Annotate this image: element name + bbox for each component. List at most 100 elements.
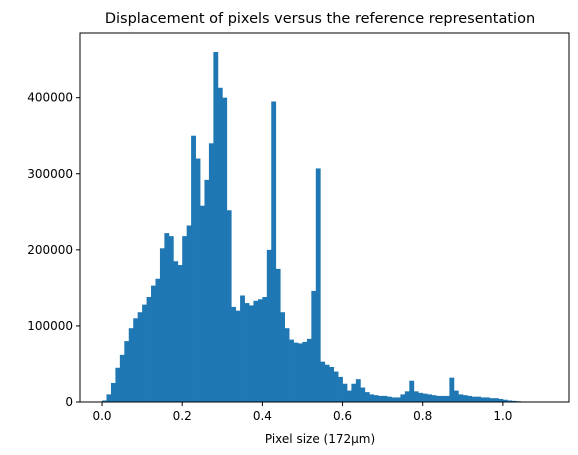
x-tick-label: 0.4 xyxy=(253,409,272,423)
histogram-bar xyxy=(168,236,174,402)
histogram-bar xyxy=(222,97,228,402)
histogram-bar xyxy=(204,179,210,402)
histogram-bar xyxy=(418,392,424,402)
histogram-bar xyxy=(493,398,499,402)
histogram-bar xyxy=(351,383,357,402)
histogram-bar xyxy=(373,395,379,402)
histogram-bar xyxy=(306,338,312,402)
histogram-bar xyxy=(458,394,464,402)
histogram-bar xyxy=(275,268,281,402)
histogram-bar xyxy=(151,285,156,402)
histogram-bar xyxy=(128,328,134,402)
histogram-bar xyxy=(280,312,286,402)
histogram-bar xyxy=(164,233,170,402)
histogram-bar xyxy=(409,380,415,402)
histogram-bar xyxy=(324,364,330,402)
histogram-bar xyxy=(498,398,504,402)
histogram-bar xyxy=(364,392,370,402)
histogram-bar xyxy=(186,225,192,402)
y-tick-label: 0 xyxy=(65,395,73,409)
histogram-bar xyxy=(110,382,116,402)
histogram-bar xyxy=(119,354,125,402)
histogram-bar xyxy=(311,290,317,402)
x-tick-label: 0.8 xyxy=(413,409,432,423)
x-tick-label: 1.0 xyxy=(493,409,512,423)
y-tick-label: 200000 xyxy=(27,243,73,257)
histogram-bar xyxy=(333,371,339,402)
histogram-bar xyxy=(146,297,152,402)
histogram-bar xyxy=(427,394,432,402)
x-tick-label: 0.2 xyxy=(173,409,192,423)
histogram-bar xyxy=(471,396,477,402)
histogram-bar xyxy=(387,396,392,402)
histogram-bar xyxy=(302,341,308,402)
histogram-bar xyxy=(378,395,383,402)
y-tick-label: 100000 xyxy=(27,319,73,333)
histogram-bar xyxy=(360,387,366,402)
histogram-bar xyxy=(467,395,473,402)
histogram-bar xyxy=(449,377,455,402)
histogram-bar xyxy=(507,400,513,402)
y-tick-label: 300000 xyxy=(27,167,73,181)
histogram-bar xyxy=(391,397,397,402)
histogram-bar xyxy=(191,135,196,402)
histogram-bar xyxy=(462,395,468,402)
y-tick-label: 400000 xyxy=(27,91,73,105)
x-tick-label: 0.0 xyxy=(92,409,111,423)
histogram-bar xyxy=(124,341,130,402)
histogram-bar xyxy=(271,101,277,402)
histogram-bar xyxy=(338,376,343,402)
histogram-bar xyxy=(142,304,147,402)
histogram-bar xyxy=(235,310,241,402)
histogram-bar xyxy=(257,299,263,402)
histogram-bar xyxy=(244,303,250,402)
histogram-bar xyxy=(480,397,486,402)
histogram-bar xyxy=(436,395,441,402)
histogram-bar xyxy=(195,158,201,402)
histogram-bar xyxy=(115,367,121,402)
x-axis-label: Pixel size (172µm) xyxy=(265,432,375,446)
histogram-bar xyxy=(355,379,361,402)
plot-frame xyxy=(79,32,570,403)
histogram-bar xyxy=(240,295,245,402)
histogram-bar xyxy=(382,395,388,402)
histogram-bar xyxy=(444,395,450,402)
histogram-bar xyxy=(217,87,223,402)
histogram-bar xyxy=(177,265,183,402)
histogram-bar xyxy=(369,394,375,402)
histogram-bar xyxy=(262,297,268,402)
histogram-bar xyxy=(485,397,490,402)
axes-group: 0.0 0.2 0.4 0.6 0.8 1.0 0 100000 200000 300000 400… xyxy=(27,32,570,423)
histogram-bar xyxy=(297,343,303,402)
histogram-bar xyxy=(266,249,272,402)
bars-group xyxy=(102,52,548,402)
histogram-bar xyxy=(137,312,143,402)
histogram-bar xyxy=(431,395,437,402)
histogram-bar xyxy=(106,394,112,402)
histogram-bar xyxy=(133,318,139,402)
histogram-bar xyxy=(400,394,406,402)
histogram-bar xyxy=(342,383,348,402)
histogram-bar xyxy=(208,143,214,402)
histogram-bar xyxy=(329,367,335,402)
chart-title: Displacement of pixels versus the refere… xyxy=(105,11,535,27)
histogram-bar xyxy=(231,306,237,402)
histogram-bar xyxy=(293,342,299,402)
histogram-bar xyxy=(248,305,254,402)
histogram-bar xyxy=(422,393,428,402)
histogram-bar xyxy=(102,400,107,402)
histogram-bar xyxy=(253,300,259,402)
histogram-bar xyxy=(346,390,352,402)
histogram-bar xyxy=(453,390,459,402)
histogram-bar xyxy=(200,205,205,402)
histogram-bar xyxy=(511,400,517,402)
histogram-bar xyxy=(173,261,179,402)
histogram-bar xyxy=(213,52,219,402)
histogram-bar xyxy=(182,236,188,402)
histogram-bar xyxy=(404,391,410,402)
histogram-bar xyxy=(476,396,481,402)
histogram-bar xyxy=(315,168,321,402)
histogram-bar xyxy=(413,391,419,402)
histogram-bar xyxy=(320,361,326,402)
